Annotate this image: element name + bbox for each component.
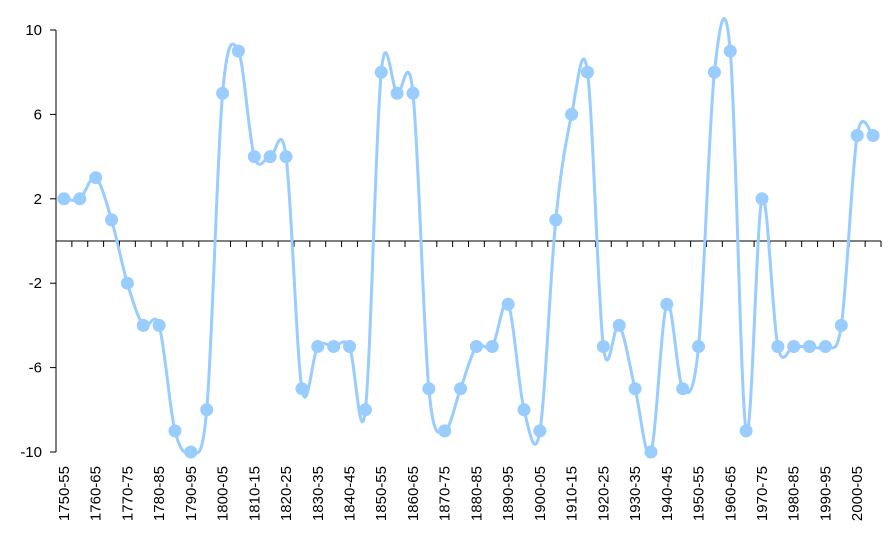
x-tick-label: 1990-95 — [817, 466, 834, 521]
x-tick-label: 1850-55 — [373, 466, 390, 521]
data-point — [549, 213, 563, 227]
data-point — [279, 150, 293, 164]
x-tick-label: 1930-35 — [627, 466, 644, 521]
data-point — [866, 129, 880, 142]
data-point — [485, 340, 499, 353]
data-point — [390, 86, 404, 100]
x-tick-label: 1960-65 — [722, 466, 739, 521]
data-point — [596, 340, 610, 353]
x-tick-label: 1760-65 — [88, 466, 105, 521]
data-point — [834, 318, 848, 332]
y-tick-label: -10 — [20, 444, 42, 461]
data-point — [755, 192, 769, 206]
data-point — [517, 403, 531, 417]
data-point — [406, 86, 420, 100]
series-line — [63, 17, 875, 456]
data-point — [152, 318, 166, 332]
x-tick-label: 1890-95 — [500, 466, 517, 521]
x-tick-label: 1790-95 — [183, 466, 200, 521]
data-point — [73, 192, 87, 206]
data-point — [644, 445, 658, 459]
data-point — [501, 297, 515, 311]
data-point — [660, 297, 674, 311]
x-tick-label: 1750-55 — [56, 466, 73, 521]
x-tick-label: 1830-35 — [310, 466, 327, 521]
data-point — [692, 340, 706, 353]
x-tick-label: 2000-05 — [849, 466, 866, 521]
data-point — [723, 44, 737, 58]
data-point — [343, 340, 357, 353]
x-tick-label: 1950-55 — [691, 466, 708, 521]
data-point — [374, 65, 388, 79]
data-point — [580, 65, 594, 79]
data-point — [216, 86, 230, 100]
x-tick-label: 1910-15 — [564, 466, 581, 521]
data-point — [803, 340, 817, 353]
y-tick-label: 2 — [34, 191, 42, 208]
x-axis: 1750-55 1760-65 1770-75 1780-85 1790-95 1800-… — [55, 240, 882, 521]
data-point — [89, 171, 103, 185]
data-point — [105, 213, 119, 227]
data-point — [422, 382, 436, 396]
data-point — [200, 403, 214, 417]
data-point — [438, 424, 452, 438]
data-point — [247, 150, 261, 164]
data-point — [707, 65, 721, 79]
data-point — [57, 192, 71, 206]
x-tick-label: 1980-85 — [786, 466, 803, 521]
data-point — [454, 382, 468, 396]
x-tick-label: 1920-25 — [595, 466, 612, 521]
data-point — [469, 340, 483, 353]
data-point — [168, 424, 182, 438]
y-tick-label: 6 — [34, 106, 42, 123]
data-point — [184, 445, 198, 459]
y-tick-label: 10 — [25, 22, 42, 39]
data-point — [136, 318, 150, 332]
x-tick-label: 1900-05 — [532, 466, 549, 521]
x-tick-label: 1780-85 — [151, 466, 168, 521]
data-point — [628, 382, 642, 396]
x-tick-label: 1880-85 — [468, 466, 485, 521]
data-point — [533, 424, 547, 438]
data-point — [787, 340, 801, 353]
series — [57, 17, 880, 459]
x-tick-label: 1940-45 — [659, 466, 676, 521]
y-tick-label: -6 — [29, 360, 42, 377]
data-point — [120, 276, 134, 290]
x-tick-label: 1970-75 — [754, 466, 771, 521]
x-tick-label: 1770-75 — [119, 466, 136, 521]
x-tick-label: 1800-05 — [215, 466, 232, 521]
data-point — [295, 382, 309, 396]
x-tick-label: 1820-25 — [278, 466, 295, 521]
data-point — [818, 340, 832, 353]
data-point — [612, 318, 626, 332]
data-point — [739, 424, 753, 438]
y-tick-label: -2 — [29, 275, 42, 292]
x-tick-label: 1860-65 — [405, 466, 422, 521]
x-tick-label: 1810-15 — [246, 466, 263, 521]
y-axis: -10 -6 -2 2 6 10 — [20, 22, 57, 461]
x-tick-label: 1840-45 — [342, 466, 359, 521]
data-point — [263, 150, 277, 164]
data-point — [676, 382, 690, 396]
data-point — [327, 340, 341, 353]
data-point — [850, 129, 864, 142]
data-point — [358, 403, 372, 417]
data-point — [771, 340, 785, 353]
x-tick-label: 1870-75 — [437, 466, 454, 521]
data-point — [565, 107, 579, 121]
data-point — [311, 340, 325, 353]
data-point — [231, 44, 245, 58]
